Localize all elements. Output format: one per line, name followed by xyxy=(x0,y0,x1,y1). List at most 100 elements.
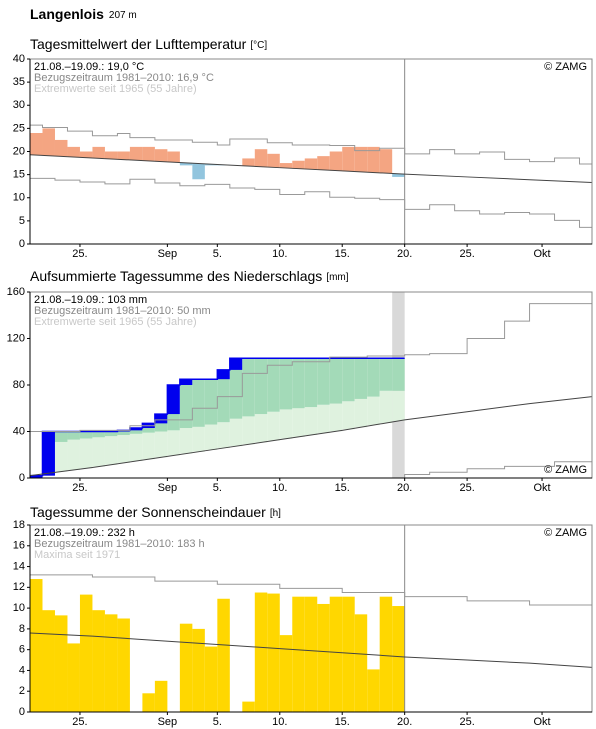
y-tick-label: 14 xyxy=(13,560,25,572)
unit: [h] xyxy=(270,508,281,519)
extreme-line xyxy=(30,574,593,610)
band-area xyxy=(154,431,168,458)
plot-layer xyxy=(30,292,405,478)
x-tick-label: Sep xyxy=(158,716,178,728)
band-area xyxy=(242,416,255,445)
y-tick-label: 5 xyxy=(19,215,25,227)
x-tick-label: 20. xyxy=(397,716,412,728)
bar xyxy=(242,158,255,167)
above-band-area xyxy=(104,431,118,437)
credit: © ZAMG xyxy=(544,61,587,73)
above-band-area xyxy=(354,358,368,399)
y-tick-label: 25 xyxy=(13,122,25,134)
above-band-area xyxy=(54,431,68,442)
daily-increment xyxy=(154,414,168,424)
above-band-area xyxy=(179,379,193,429)
band-area xyxy=(117,434,130,463)
bar xyxy=(329,596,343,712)
bar xyxy=(104,151,118,159)
band-area xyxy=(367,396,380,426)
y-tick-label: 15 xyxy=(13,169,25,181)
x-tick-label: Okt xyxy=(533,716,550,728)
daily-increment xyxy=(217,369,230,380)
bar xyxy=(292,596,305,712)
x-tick-label: 5. xyxy=(213,482,222,494)
bar xyxy=(54,139,68,157)
band-area xyxy=(67,439,80,470)
daily-increment xyxy=(30,475,43,478)
y-tick-label: 10 xyxy=(13,192,25,204)
above-band-area xyxy=(379,358,393,391)
bar xyxy=(42,128,55,156)
above-band-area xyxy=(279,358,293,410)
above-band-area xyxy=(192,379,205,427)
station-name: Langenlois xyxy=(30,6,104,22)
chart-title: Aufsummierte Tagessumme des Niederschlag… xyxy=(30,268,349,284)
band-area xyxy=(304,407,318,435)
y-tick-label: 80 xyxy=(13,379,25,391)
above-band-area xyxy=(204,379,218,425)
x-tick-label: 25. xyxy=(72,482,87,494)
y-tick-label: 40 xyxy=(13,425,25,437)
y-tick-label: 4 xyxy=(19,664,25,676)
bar xyxy=(392,173,405,177)
above-band-area xyxy=(242,358,255,417)
x-tick-label: 25. xyxy=(459,716,474,728)
x-tick-label: 15. xyxy=(335,716,350,728)
x-tick-label: 20. xyxy=(397,482,412,494)
daily-increment xyxy=(179,379,193,385)
bar xyxy=(267,153,280,168)
bar xyxy=(254,149,268,167)
bar xyxy=(92,146,105,159)
bar xyxy=(242,701,255,712)
band-area xyxy=(104,436,118,465)
credit: © ZAMG xyxy=(544,527,587,539)
bar xyxy=(379,596,393,712)
band-area xyxy=(329,403,343,432)
bar xyxy=(317,603,330,712)
above-band-area xyxy=(229,358,243,419)
y-tick-label: 30 xyxy=(13,99,25,111)
bar xyxy=(79,151,93,158)
unit: [mm] xyxy=(326,272,348,283)
x-tick-label: Sep xyxy=(158,248,178,260)
bar xyxy=(92,610,105,712)
bar xyxy=(192,163,205,180)
bar xyxy=(117,618,130,712)
x-tick-label: 15. xyxy=(335,482,350,494)
bar xyxy=(204,646,218,712)
x-tick-label: 20. xyxy=(397,248,412,260)
band-area xyxy=(354,398,368,428)
bar xyxy=(342,146,355,172)
bar xyxy=(30,133,43,156)
bar xyxy=(367,669,380,712)
extreme-line xyxy=(30,461,592,479)
line-layer xyxy=(29,297,593,479)
y-tick-label: 6 xyxy=(19,644,25,656)
above-band-area xyxy=(342,358,355,402)
above-band-area xyxy=(217,369,230,423)
y-tick-label: 0 xyxy=(19,238,25,250)
bar xyxy=(54,615,68,712)
band-area xyxy=(179,428,193,454)
y-tick-label: 0 xyxy=(19,472,25,484)
bar xyxy=(179,162,193,166)
above-band-area xyxy=(367,358,380,397)
y-tick-label: 35 xyxy=(13,76,25,88)
y-tick-label: 0 xyxy=(19,706,25,718)
x-tick-label: Okt xyxy=(533,482,550,494)
line-layer xyxy=(29,59,593,244)
extreme-line xyxy=(30,177,593,228)
y-tick-label: 120 xyxy=(7,332,25,344)
bar xyxy=(304,596,318,712)
band-area xyxy=(204,424,218,450)
band-area xyxy=(217,422,230,449)
above-band-area xyxy=(392,358,405,391)
bar xyxy=(129,146,143,161)
y-tick-label: 20 xyxy=(13,145,25,157)
band-area xyxy=(79,438,93,469)
y-tick-label: 8 xyxy=(19,623,25,635)
normal-line xyxy=(29,632,593,668)
bar xyxy=(392,606,405,712)
bar xyxy=(217,598,230,712)
